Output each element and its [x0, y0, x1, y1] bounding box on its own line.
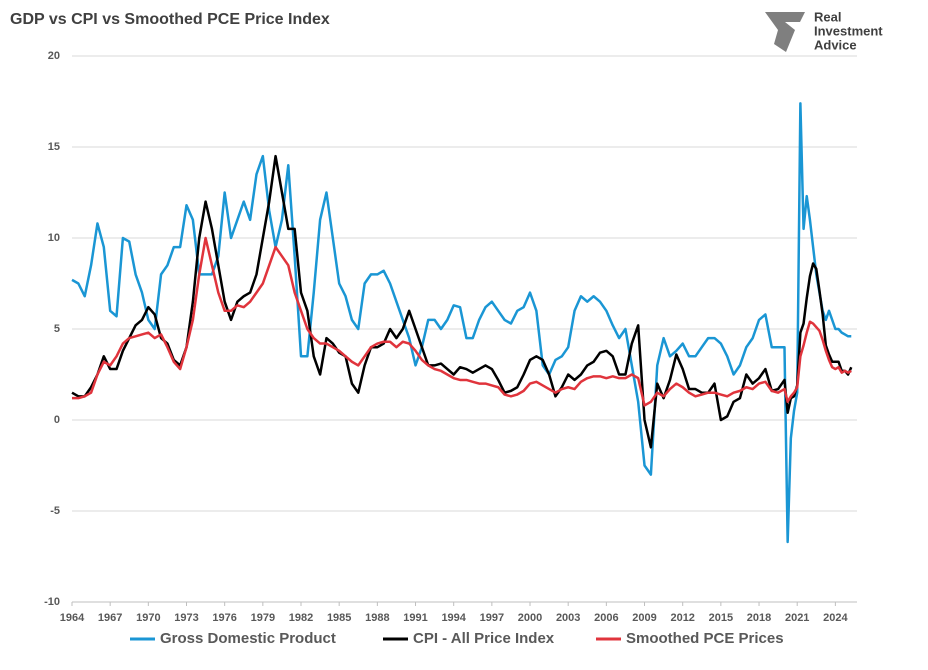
- x-tick-label: 2012: [670, 612, 694, 624]
- x-tick-label: 1988: [365, 612, 389, 624]
- x-tick-label: 1994: [441, 612, 466, 624]
- x-tick-label: 1979: [251, 612, 275, 624]
- x-tick-label: 2015: [709, 612, 733, 624]
- x-tick-label: 1991: [403, 612, 427, 624]
- x-tick-label: 1985: [327, 612, 351, 624]
- x-tick-label: 2018: [747, 612, 771, 624]
- series-line: [71, 154, 853, 449]
- x-tick-label: 1967: [98, 612, 122, 624]
- y-tick-label: 5: [54, 323, 60, 335]
- x-tick-label: 2000: [518, 612, 542, 624]
- series-line: [72, 236, 852, 407]
- legend-label: Gross Domestic Product: [160, 630, 336, 647]
- x-tick-label: 2003: [556, 612, 580, 624]
- x-tick-label: 1964: [60, 612, 85, 624]
- logo-text: Investment: [814, 23, 883, 38]
- y-tick-label: -5: [50, 505, 60, 517]
- y-tick-label: -10: [44, 596, 60, 608]
- legend-label: CPI - All Price Index: [413, 630, 555, 647]
- logo: Real Investment Advice: [765, 9, 883, 52]
- chart-title: GDP vs CPI vs Smoothed PCE Price Index: [10, 11, 330, 28]
- x-tick-label: 1970: [136, 612, 160, 624]
- x-tick-label: 1976: [212, 612, 236, 624]
- x-tick-label: 1982: [289, 612, 313, 624]
- logo-icon: [765, 12, 805, 52]
- y-tick-label: 15: [48, 141, 60, 153]
- y-tick-label: 20: [48, 50, 60, 62]
- x-tick-label: 1997: [480, 612, 504, 624]
- y-tick-label: 0: [54, 414, 60, 426]
- logo-text: Real: [814, 9, 841, 24]
- x-tick-label: 2024: [823, 612, 848, 624]
- x-tick-label: 2021: [785, 612, 809, 624]
- x-tick-label: 2009: [632, 612, 656, 624]
- x-tick-label: 1973: [174, 612, 198, 624]
- x-tick-label: 2006: [594, 612, 618, 624]
- logo-text: Advice: [814, 37, 857, 52]
- y-tick-label: 10: [48, 232, 60, 244]
- legend-label: Smoothed PCE Prices: [626, 630, 784, 647]
